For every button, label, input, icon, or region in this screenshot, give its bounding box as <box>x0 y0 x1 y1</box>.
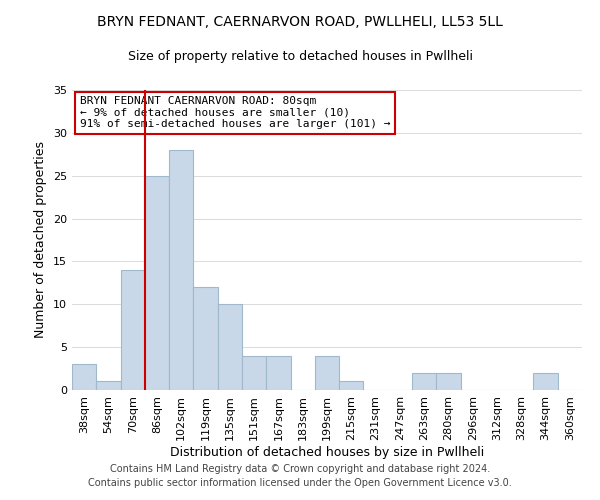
Bar <box>169 150 193 390</box>
Text: BRYN FEDNANT, CAERNARVON ROAD, PWLLHELI, LL53 5LL: BRYN FEDNANT, CAERNARVON ROAD, PWLLHELI,… <box>97 15 503 29</box>
Bar <box>218 304 242 390</box>
Bar <box>339 382 364 390</box>
Bar <box>72 364 96 390</box>
Y-axis label: Number of detached properties: Number of detached properties <box>34 142 47 338</box>
Text: Contains HM Land Registry data © Crown copyright and database right 2024.
Contai: Contains HM Land Registry data © Crown c… <box>88 464 512 487</box>
Bar <box>412 373 436 390</box>
X-axis label: Distribution of detached houses by size in Pwllheli: Distribution of detached houses by size … <box>170 446 484 458</box>
Bar <box>315 356 339 390</box>
Bar <box>242 356 266 390</box>
Bar <box>96 382 121 390</box>
Bar <box>436 373 461 390</box>
Bar <box>145 176 169 390</box>
Bar <box>121 270 145 390</box>
Text: BRYN FEDNANT CAERNARVON ROAD: 80sqm
← 9% of detached houses are smaller (10)
91%: BRYN FEDNANT CAERNARVON ROAD: 80sqm ← 9%… <box>80 96 390 129</box>
Bar <box>193 287 218 390</box>
Text: Size of property relative to detached houses in Pwllheli: Size of property relative to detached ho… <box>128 50 473 63</box>
Bar <box>533 373 558 390</box>
Bar <box>266 356 290 390</box>
